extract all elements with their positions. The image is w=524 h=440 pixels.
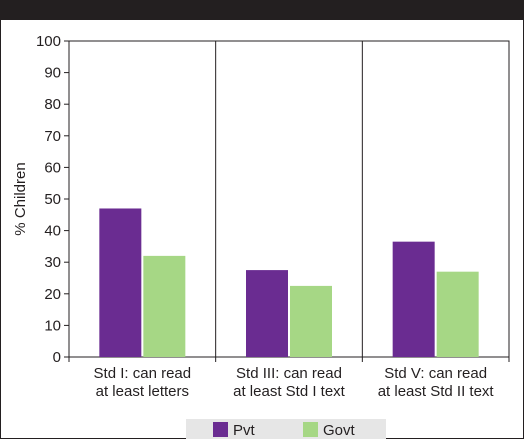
bar-pvt-1 [99,208,142,357]
y-tick-label: 30 [44,254,61,271]
y-tick-label: 70 [44,128,61,145]
bar-govt-1 [143,255,186,357]
y-tick-label: 40 [44,223,61,240]
legend-swatch-pvt [213,422,228,437]
bar-govt-3 [436,271,479,357]
y-tick-label: 100 [36,33,61,50]
x-category-label: at least letters [96,383,189,400]
y-tick-label: 90 [44,65,61,82]
bar-govt-2 [290,285,332,357]
legend-box [186,419,386,439]
legend-swatch-govt [303,422,318,437]
legend-label-pvt: Pvt [233,422,256,439]
x-category-label: at least Std I text [233,383,346,400]
bar-pvt-2 [246,270,288,357]
x-category-label: at least Std II text [378,383,495,400]
y-tick-label: 0 [53,349,61,366]
bar-pvt-3 [392,241,435,357]
y-tick-label: 20 [44,286,61,303]
y-tick-label: 60 [44,159,61,176]
y-tick-label: 80 [44,96,61,113]
x-category-label: Std V: can read [384,365,487,382]
x-category-label: Std III: can read [236,365,342,382]
y-tick-label: 10 [44,317,61,334]
y-tick-label: 50 [44,191,61,208]
y-axis-label: % Children [12,162,29,235]
legend-label-govt: Govt [323,422,356,439]
header-band [1,1,524,20]
x-category-label: Std I: can read [94,365,192,382]
